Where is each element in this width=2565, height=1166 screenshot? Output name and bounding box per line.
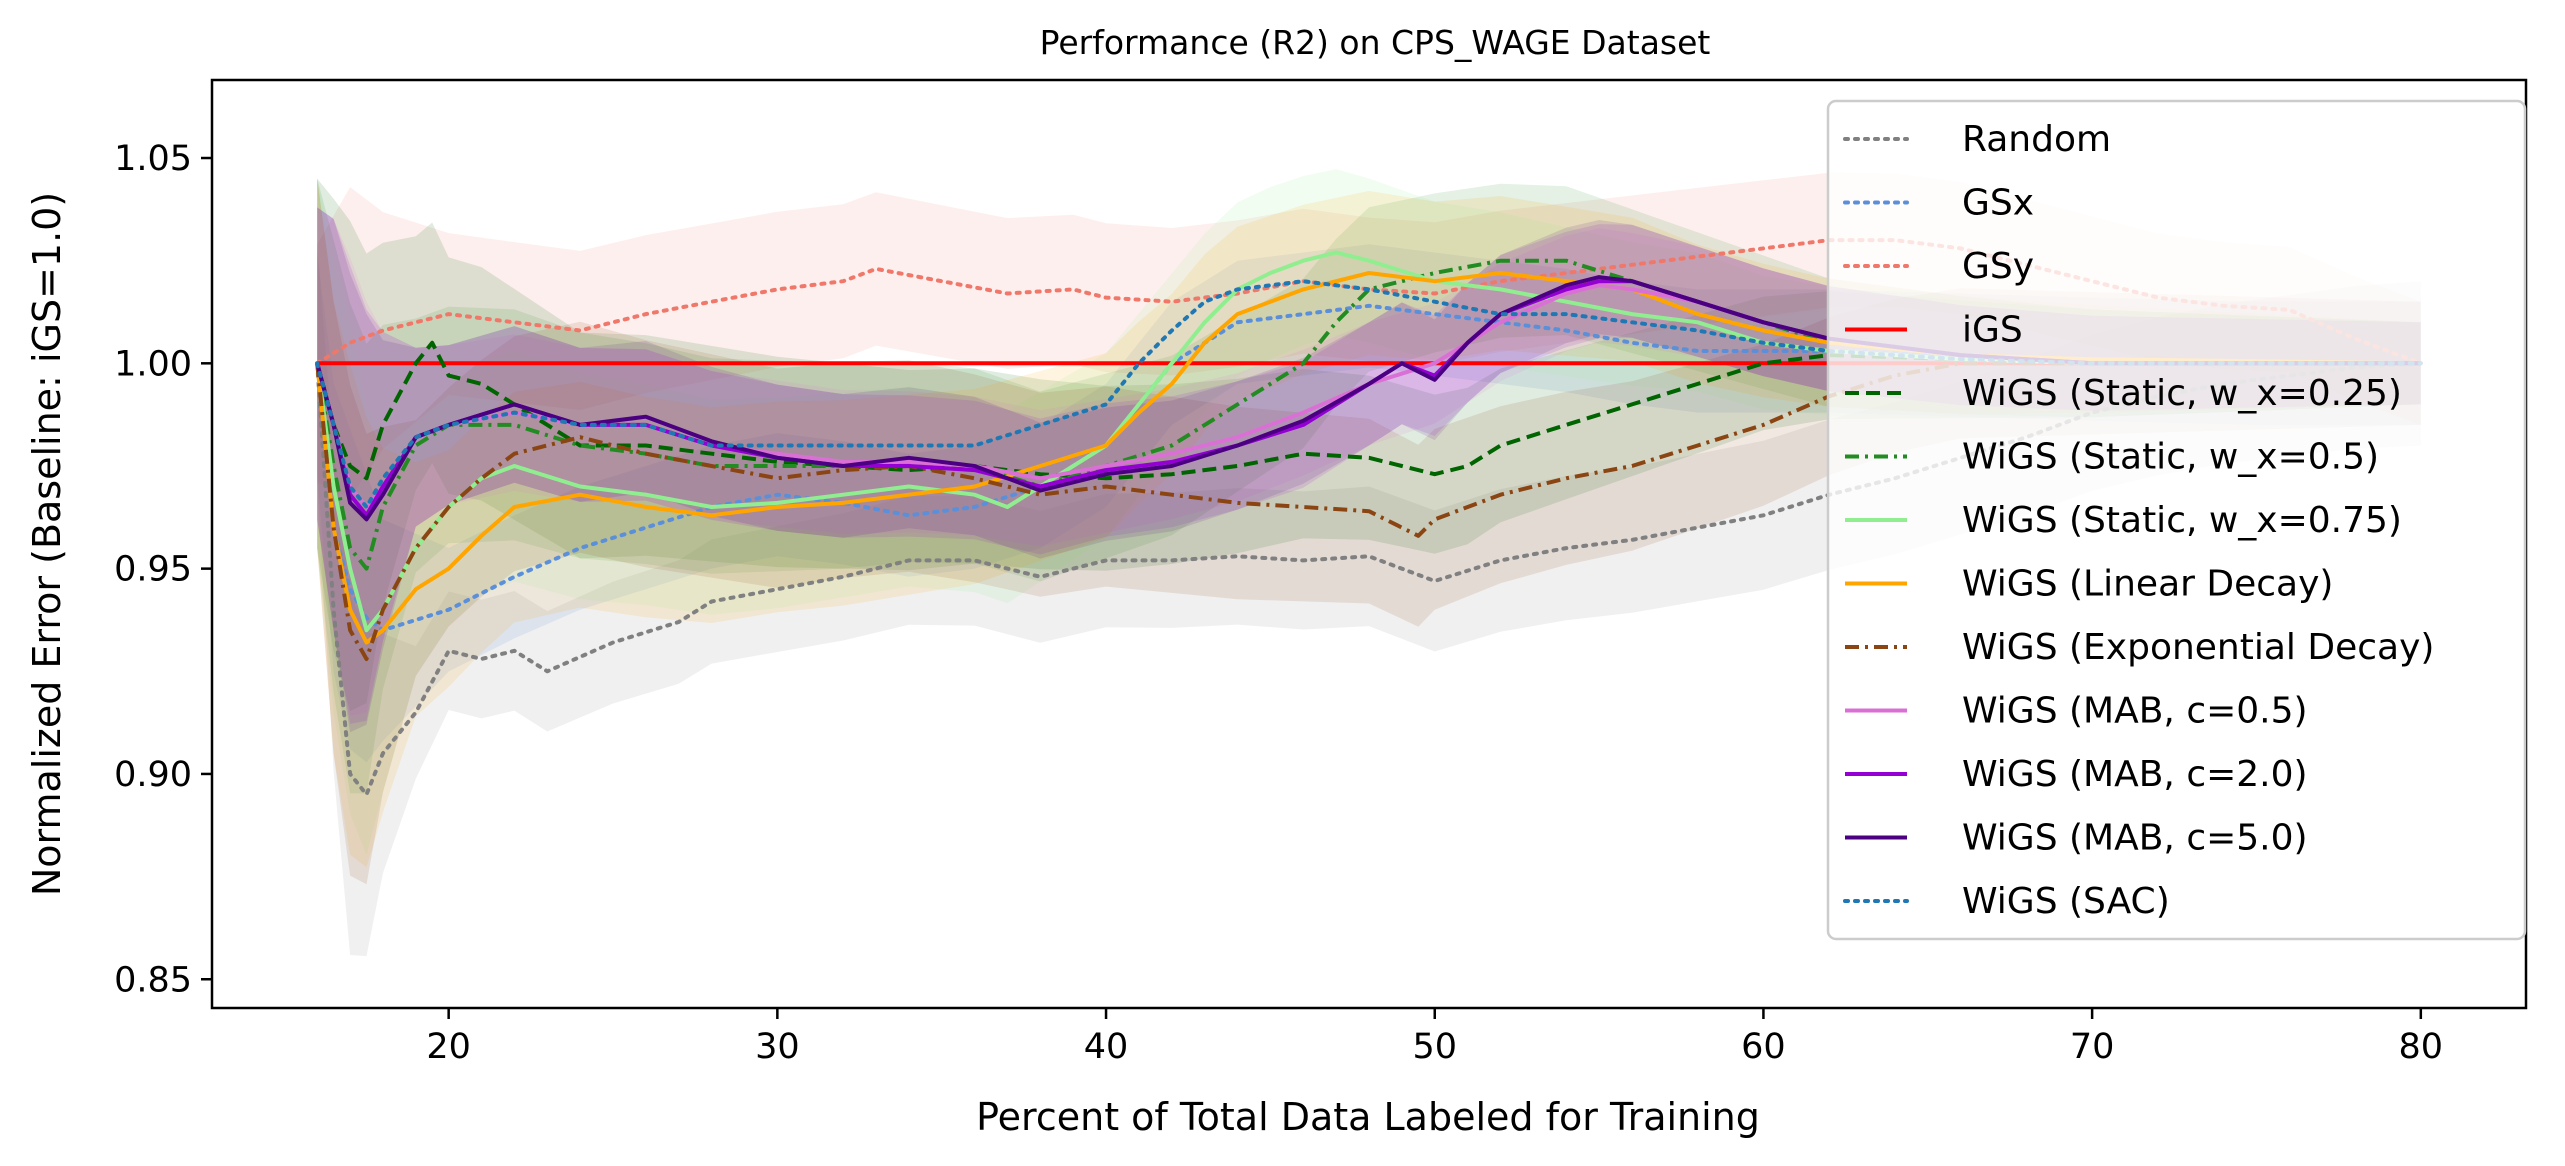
x-tick-label: 60 (1741, 1027, 1786, 1067)
y-tick-label: 1.00 (114, 344, 192, 384)
legend-label-wigs-sac: WiGS (SAC) (1962, 881, 2170, 922)
chart-title: Performance (R2) on CPS_WAGE Dataset (1040, 23, 1711, 62)
legend-label-gsx: GSx (1962, 183, 2034, 224)
x-tick-label: 80 (2399, 1027, 2444, 1067)
x-tick-label: 40 (1084, 1027, 1129, 1067)
y-tick-label: 0.85 (114, 960, 192, 1000)
line-wigs-static-w-x-0-75 (315, 250, 2421, 633)
y-tick-label: 0.90 (114, 755, 192, 795)
legend-label-wigs-exponential-decay: WiGS (Exponential Decay) (1962, 627, 2434, 668)
y-tick-label: 0.95 (114, 550, 192, 590)
x-tick-label: 20 (426, 1027, 471, 1067)
legend-label-wigs-mab-c-5-0: WiGS (MAB, c=5.0) (1962, 818, 2308, 859)
legend-label-wigs-static-w-x-0-75: WiGS (Static, w_x=0.75) (1962, 500, 2402, 541)
y-axis-label: Normalized Error (Baseline: iGS=1.0) (25, 192, 69, 896)
x-tick-label: 70 (2070, 1027, 2115, 1067)
x-tick-label: 50 (1412, 1027, 1457, 1067)
line-wigs-linear-decay (315, 271, 2421, 645)
legend-label-wigs-mab-c-0-5: WiGS (MAB, c=0.5) (1962, 691, 2308, 732)
legend-label-igs: iGS (1962, 310, 2023, 351)
x-axis-label: Percent of Total Data Labeled for Traini… (976, 1095, 1760, 1139)
legend-label-wigs-linear-decay: WiGS (Linear Decay) (1962, 564, 2333, 605)
legend-label-wigs-static-w-x-0-25: WiGS (Static, w_x=0.25) (1962, 373, 2402, 414)
legend-label-random: Random (1962, 119, 2111, 160)
x-tick-label: 30 (755, 1027, 800, 1067)
legend-label-wigs-static-w-x-0-5: WiGS (Static, w_x=0.5) (1962, 437, 2379, 478)
x-axis-ticks: 20 30 40 50 60 70 80 (426, 1008, 2443, 1067)
y-tick-label: 1.05 (114, 139, 192, 179)
line-wigs-sac (315, 279, 2423, 509)
legend-box (1826, 99, 2527, 941)
legend-label-wigs-mab-c-2-0: WiGS (MAB, c=2.0) (1962, 754, 2308, 795)
legend-label-gsy: GSy (1962, 246, 2034, 287)
line-wigs-mab-c-5-0 (315, 275, 2421, 522)
legend: Random GSx GSy iGS WiGS (Static, w_x=0.25) Wi… (1826, 99, 2527, 941)
line-wigs-static-w-x-0-25 (315, 340, 2421, 481)
y-axis-ticks: 0.85 0.90 0.95 1.00 1.05 (114, 139, 212, 1000)
